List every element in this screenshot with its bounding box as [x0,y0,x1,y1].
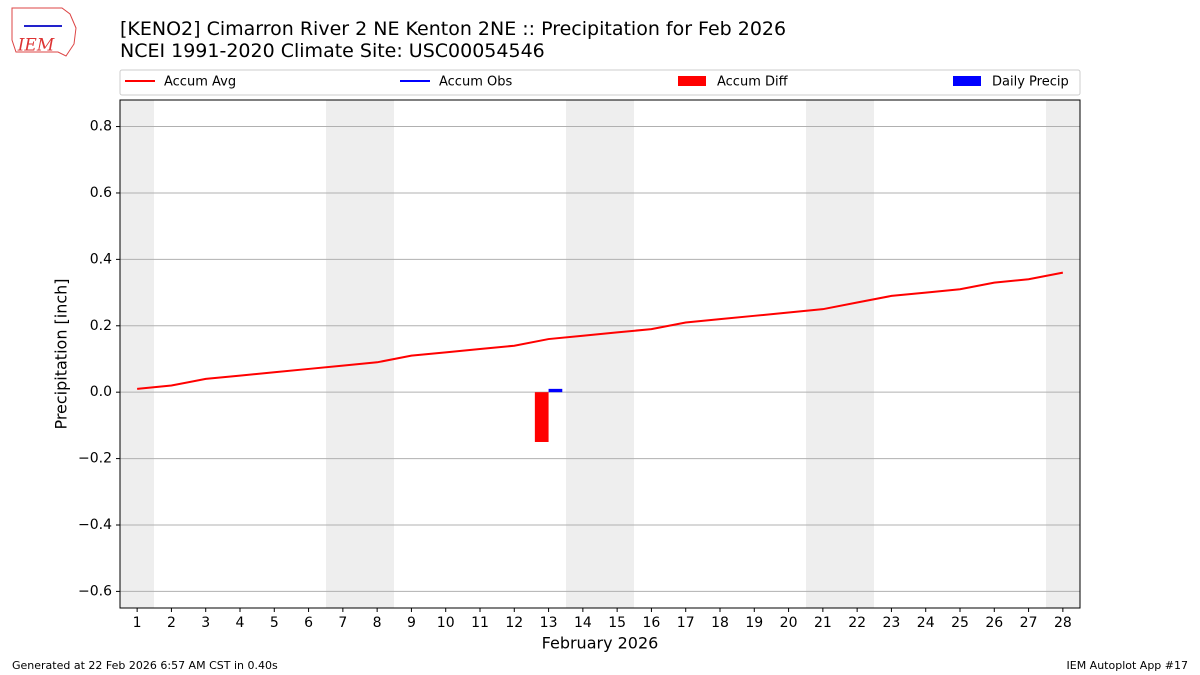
y-tick-label: −0.2 [78,451,112,467]
x-tick-label: 10 [437,615,455,631]
x-tick-label: 2 [167,615,176,631]
legend-label: Accum Obs [439,75,512,90]
footer-left: Generated at 22 Feb 2026 6:57 AM CST in … [12,659,278,672]
logo-outline [11,7,77,57]
chart-subtitle: NCEI 1991-2020 Climate Site: USC00054546 [120,40,545,62]
y-axis-label: Precipitation [inch] [52,278,71,429]
x-tick-label: 20 [780,615,798,631]
x-tick-label: 21 [814,615,832,631]
y-tick-label: 0.2 [90,318,112,334]
x-tick-label: 12 [505,615,523,631]
footer-right: IEM Autoplot App #17 [1067,659,1189,672]
x-tick-label: 16 [643,615,661,631]
x-tick-label: 3 [201,615,210,631]
x-tick-label: 5 [270,615,279,631]
x-tick-label: 18 [711,615,729,631]
weekend-shading [120,100,1080,608]
x-tick-label: 1 [133,615,142,631]
logo: IEM [11,7,77,57]
x-tick-label: 7 [338,615,347,631]
y-tick-label: −0.4 [78,517,112,533]
x-tick-label: 28 [1054,615,1072,631]
weekend-band [1046,100,1080,608]
weekend-band [120,100,154,608]
legend-swatch [678,76,706,86]
x-tick-label: 11 [471,615,489,631]
y-tick-label: −0.6 [78,583,112,599]
x-tick-label: 19 [745,615,763,631]
legend-label: Accum Diff [717,75,789,90]
x-tick-label: 17 [677,615,695,631]
x-tick-label: 6 [304,615,313,631]
y-tick-label: 0.4 [90,251,112,267]
x-tick-label: 27 [1020,615,1038,631]
legend-label: Accum Avg [164,75,236,90]
y-tick-label: 0.8 [90,119,112,135]
x-tick-label: 9 [407,615,416,631]
x-tick-label: 14 [574,615,592,631]
y-tick-label: 0.6 [90,185,112,201]
x-tick-label: 22 [848,615,866,631]
x-tick-label: 13 [540,615,558,631]
legend-label: Daily Precip [992,75,1069,90]
weekend-band [566,100,634,608]
x-tick-label: 8 [373,615,382,631]
bar [534,392,549,442]
legend-swatch [953,76,981,86]
line-series [137,271,1064,390]
x-tick-label: 25 [951,615,969,631]
x-tick-label: 23 [883,615,901,631]
chart-title: [KENO2] Cimarron River 2 NE Kenton 2NE :… [120,18,786,40]
x-axis-label: February 2026 [542,634,659,653]
bar [548,388,563,393]
x-tick-label: 24 [917,615,935,631]
x-tick-label: 4 [236,615,245,631]
weekend-band [326,100,394,608]
x-tick-label: 15 [608,615,626,631]
legend [119,69,1081,96]
x-tick-label: 26 [985,615,1003,631]
weekend-band [806,100,874,608]
y-tick-label: 0.0 [90,384,112,400]
logo-text: IEM [17,36,55,56]
plot-frame [119,99,1081,609]
